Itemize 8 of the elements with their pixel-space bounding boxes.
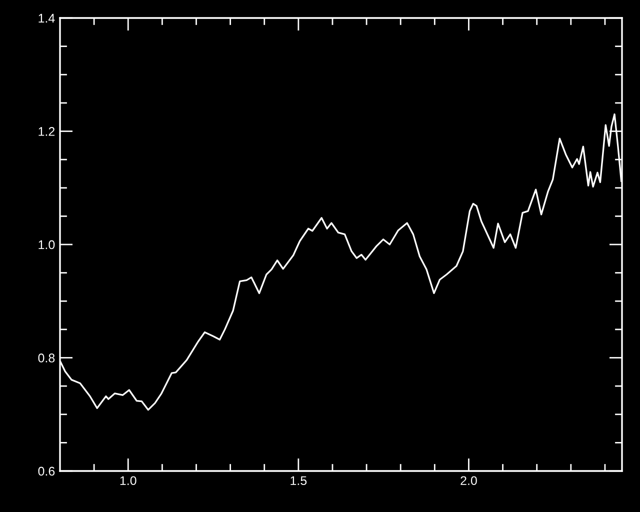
y-tick-label: 1.0	[38, 240, 55, 250]
x-tick-label: 1.0	[120, 476, 136, 486]
x-tick-label: 1.5	[290, 476, 307, 486]
y-tick-label: 0.6	[38, 466, 55, 476]
y-tick-label: 1.2	[38, 127, 55, 136]
y-tick-label: 0.8	[38, 354, 55, 362]
y-tick-label: 1.4	[38, 14, 55, 23]
x-tick-label: 2.0	[460, 476, 477, 486]
